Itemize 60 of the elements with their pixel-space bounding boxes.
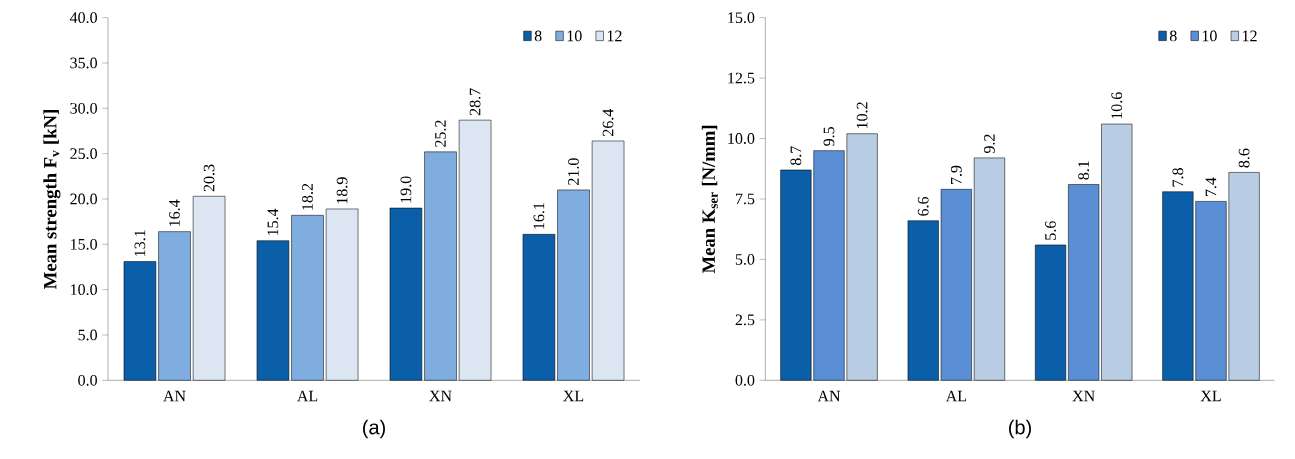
data-label: 7.8: [1172, 168, 1184, 187]
legend-label: 8: [534, 30, 542, 42]
data-label: 20.3: [203, 164, 215, 192]
x-tick-label: XL: [563, 390, 584, 402]
x-tick-label: AN: [163, 390, 186, 402]
data-label: 10.2: [856, 102, 868, 129]
y-tick-label: 10.0: [71, 284, 97, 296]
bar: [1035, 244, 1067, 381]
y-tick-label: 0.0: [735, 374, 755, 386]
data-label: 21.0: [568, 158, 579, 185]
x-tick-label: AL: [296, 390, 318, 402]
data-label: 16.1: [533, 203, 545, 229]
data-label: 7.9: [950, 165, 962, 185]
y-axis-title: Mean K$_{ser}$ [N/mm]: [701, 125, 718, 274]
data-label: 6.6: [917, 196, 929, 216]
y-tick-label: 20.0: [70, 193, 97, 205]
y-tick-label: 12.5: [728, 72, 755, 84]
y-tick-label: 25.0: [70, 148, 97, 160]
data-label: 8.1: [1078, 161, 1090, 180]
data-label: 28.7: [469, 88, 481, 116]
legend-label: 12: [1242, 30, 1257, 42]
data-label: 8.7: [790, 146, 802, 166]
y-axis-title: Mean strength F$_{v}$ [kN]: [43, 110, 61, 289]
data-label: 8.6: [1238, 148, 1250, 168]
data-label: 7.4: [1205, 177, 1217, 197]
legend-label: 10: [567, 30, 582, 42]
data-label: 10.6: [1111, 92, 1123, 119]
y-tick-label: 2.5: [735, 314, 755, 326]
x-tick-label: AL: [945, 390, 967, 402]
data-label: 25.2: [435, 120, 446, 147]
y-tick-label: 40.0: [69, 12, 97, 24]
y-tick-label: 0.0: [78, 374, 97, 386]
data-label: 9.5: [823, 126, 835, 146]
data-label: 5.6: [1045, 221, 1056, 240]
data-label: 18.9: [336, 177, 348, 204]
x-tick-label: XL: [1200, 390, 1221, 402]
y-tick-label: 15.0: [728, 12, 755, 24]
data-label: 13.1: [134, 230, 146, 256]
legend-label: 12: [607, 30, 622, 42]
legend-label: 10: [1202, 30, 1217, 42]
x-tick-label: XN: [1072, 390, 1095, 402]
text: (a): [363, 419, 385, 439]
y-tick-label: 15.0: [71, 238, 97, 250]
data-label: 19.0: [400, 176, 412, 203]
x-tick-label: XN: [429, 390, 452, 402]
data-label: 15.4: [267, 208, 279, 236]
y-tick-label: 5.0: [735, 254, 755, 265]
y-tick-label: 10.0: [728, 133, 755, 144]
data-label: 18.2: [302, 183, 313, 210]
legend-label: 8: [1169, 30, 1177, 42]
y-tick-label: 5.0: [78, 329, 97, 341]
y-tick-label: 7.5: [735, 193, 755, 205]
y-tick-label: 35.0: [70, 57, 97, 69]
data-label: 26.4: [602, 108, 614, 136]
y-tick-label: 30.0: [70, 102, 97, 114]
data-label: 16.4: [169, 199, 180, 226]
x-tick-label: AN: [817, 390, 841, 402]
text: (b): [1009, 419, 1031, 439]
data-label: 9.2: [984, 134, 995, 154]
bar: [973, 157, 1005, 381]
